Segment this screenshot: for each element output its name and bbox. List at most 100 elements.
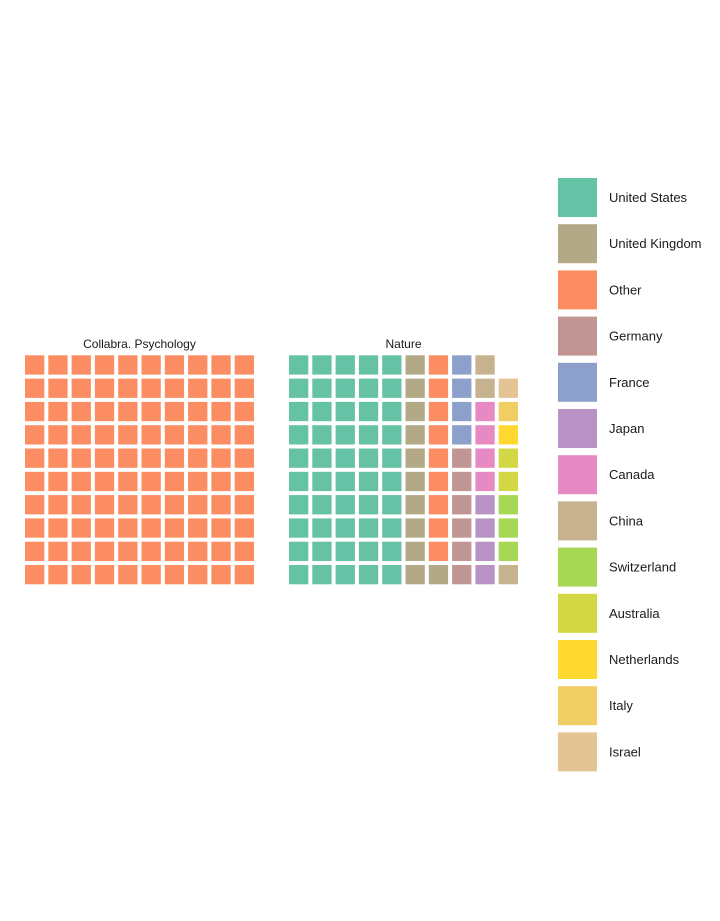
waffle-cell-united-states bbox=[335, 495, 355, 515]
waffle-cell-united-states bbox=[289, 425, 309, 445]
waffle-cell-other bbox=[25, 565, 45, 585]
waffle-cell-other bbox=[71, 565, 91, 585]
waffle-cell-united-kingdom bbox=[405, 355, 425, 375]
waffle-cell-other bbox=[141, 401, 161, 422]
legend-swatch bbox=[558, 224, 597, 264]
waffle-cell-united-states bbox=[335, 541, 355, 561]
waffle-cell-other bbox=[48, 448, 68, 468]
legend-label: Japan bbox=[609, 421, 644, 436]
legend-label: Australia bbox=[609, 606, 660, 621]
waffle-cell-united-kingdom bbox=[405, 518, 425, 538]
waffle-cell-united-kingdom bbox=[405, 378, 425, 398]
waffle-cell-united-states bbox=[335, 401, 355, 422]
waffle-cell-other bbox=[164, 565, 185, 585]
waffle-cell-united-states bbox=[382, 378, 402, 398]
waffle-cell-other bbox=[94, 401, 115, 422]
legend-item-united-kingdom: United Kingdom bbox=[558, 224, 702, 264]
waffle-cell-other bbox=[211, 565, 231, 585]
legend-item-israel: Israel bbox=[558, 732, 641, 772]
waffle-cell-other bbox=[141, 355, 161, 375]
waffle-cell-other bbox=[211, 401, 231, 422]
waffle-cell-united-states bbox=[289, 355, 309, 375]
waffle-cell-switzerland bbox=[498, 541, 518, 561]
waffle-cell-japan bbox=[475, 518, 495, 538]
waffle-cell-switzerland bbox=[498, 495, 518, 515]
waffle-cell-other bbox=[211, 425, 231, 445]
waffle-cell-united-kingdom bbox=[405, 565, 425, 585]
waffle-cell-other bbox=[234, 565, 254, 585]
waffle-cell-other bbox=[118, 425, 138, 445]
waffle-cell-other bbox=[234, 518, 254, 538]
legend-swatch bbox=[558, 316, 597, 356]
waffle-cell-united-states bbox=[358, 448, 379, 468]
waffle-cell-italy bbox=[498, 401, 518, 422]
waffle-cell-united-states bbox=[358, 471, 379, 492]
waffle-cell-other bbox=[188, 565, 208, 585]
waffle-cell-other bbox=[234, 541, 254, 561]
waffle-cell-japan bbox=[475, 495, 495, 515]
legend-swatch bbox=[558, 547, 597, 587]
waffle-cell-other bbox=[71, 541, 91, 561]
waffle-cell-other bbox=[211, 355, 231, 375]
legend-item-switzerland: Switzerland bbox=[558, 547, 676, 587]
waffle-cell-other bbox=[211, 541, 231, 561]
waffle-cell-united-kingdom bbox=[405, 425, 425, 445]
waffle-cell-other bbox=[188, 425, 208, 445]
waffle-cell-united-states bbox=[335, 471, 355, 492]
waffle-cell-united-states bbox=[289, 378, 309, 398]
waffle-cell-united-states bbox=[289, 565, 309, 585]
waffle-cell-other bbox=[234, 425, 254, 445]
legend-swatch bbox=[558, 640, 597, 679]
waffle-cell-united-states bbox=[382, 355, 402, 375]
legend-label: United Kingdom bbox=[609, 236, 702, 251]
waffle-cell-germany bbox=[452, 495, 472, 515]
waffle-cell-other bbox=[188, 448, 208, 468]
waffle-cell-united-kingdom bbox=[428, 565, 449, 585]
waffle-cell-united-states bbox=[358, 518, 379, 538]
waffle-cell-other bbox=[25, 378, 45, 398]
waffle-cell-other bbox=[234, 448, 254, 468]
legend-label: France bbox=[609, 375, 649, 390]
waffle-cell-other bbox=[188, 471, 208, 492]
waffle-cell-other bbox=[164, 448, 185, 468]
waffle-cell-united-states bbox=[312, 471, 332, 492]
legend: United States United Kingdom Other Germany F… bbox=[558, 178, 702, 772]
waffle-cell-other bbox=[94, 448, 115, 468]
waffle-cell-japan bbox=[475, 541, 495, 561]
waffle-cell-france bbox=[452, 378, 472, 398]
legend-item-china: China bbox=[558, 501, 644, 541]
waffle-cell-united-states bbox=[382, 425, 402, 445]
waffle-cell-united-states bbox=[382, 518, 402, 538]
waffle-cell-other bbox=[141, 425, 161, 445]
waffle-cell-united-states bbox=[358, 495, 379, 515]
waffle-cell-other bbox=[48, 401, 68, 422]
waffle-cell-germany bbox=[452, 541, 472, 561]
waffle-cell-united-states bbox=[312, 378, 332, 398]
waffle-cell-united-states bbox=[289, 471, 309, 492]
waffle-cell-united-states bbox=[382, 495, 402, 515]
waffle-cell-united-states bbox=[382, 401, 402, 422]
waffle-cell-united-states bbox=[358, 541, 379, 561]
legend-item-canada: Canada bbox=[558, 455, 655, 495]
waffle-cell-other bbox=[428, 425, 449, 445]
waffle-cell-australia bbox=[498, 471, 518, 492]
waffle-cell-other bbox=[188, 495, 208, 515]
waffle-cell-united-states bbox=[335, 378, 355, 398]
waffle-cell-germany bbox=[452, 448, 472, 468]
waffle-cell-united-states bbox=[312, 425, 332, 445]
waffle-cell-united-states bbox=[335, 565, 355, 585]
legend-item-other: Other bbox=[558, 270, 642, 310]
waffle-cell-germany bbox=[452, 565, 472, 585]
legend-item-united-states: United States bbox=[558, 178, 688, 217]
legend-swatch bbox=[558, 270, 597, 310]
waffle-cell-united-states bbox=[382, 541, 402, 561]
waffle-cell-other bbox=[428, 518, 449, 538]
legend-swatch bbox=[558, 409, 597, 448]
waffle-cell-other bbox=[428, 495, 449, 515]
waffle-cell-other bbox=[71, 378, 91, 398]
waffle-cell-united-states bbox=[335, 425, 355, 445]
waffle-cell-other bbox=[71, 518, 91, 538]
waffle-cell-china bbox=[498, 565, 518, 585]
waffle-cell-netherlands bbox=[498, 425, 518, 445]
